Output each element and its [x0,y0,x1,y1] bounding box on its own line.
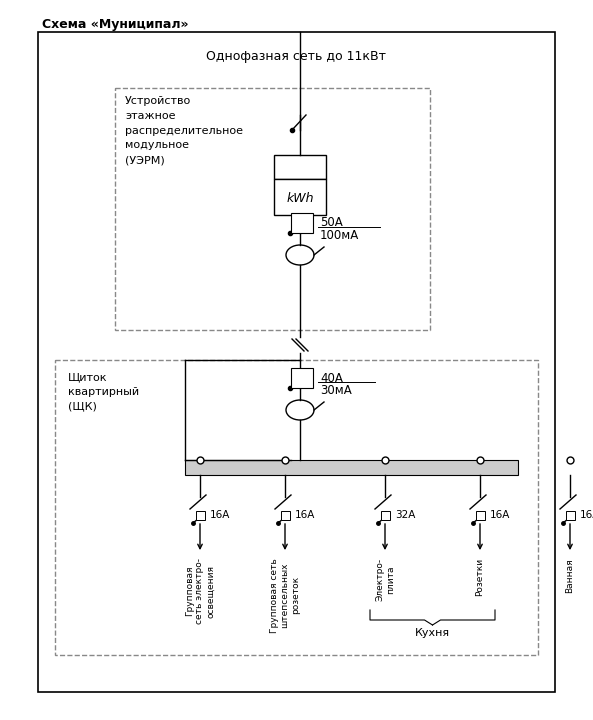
Text: Схема «Муниципал»: Схема «Муниципал» [42,18,189,31]
Bar [381,511,390,520]
Text: 30мА: 30мА [320,384,352,397]
Text: Электро-
плита: Электро- плита [375,558,395,601]
Text: 50А: 50А [320,217,343,230]
Text: 100мА: 100мА [320,229,359,242]
Text: 40А: 40А [320,372,343,384]
Bar [115,88,430,330]
Bar [274,179,326,215]
Bar [291,213,313,233]
Text: 32А: 32А [395,510,415,520]
Text: 16А: 16А [580,510,593,520]
Text: Щиток
квартирный
(ЩК): Щиток квартирный (ЩК) [68,372,139,412]
Text: 16А: 16А [490,510,511,520]
Bar [281,511,290,520]
Text: Групповая
сеть электро-
освещения: Групповая сеть электро- освещения [185,558,215,624]
Bar [196,511,205,520]
Text: kWh: kWh [286,192,314,204]
Bar [38,32,555,692]
Text: Кухня: Кухня [415,628,450,638]
Text: Розетки: Розетки [476,558,484,596]
Text: Ванная: Ванная [566,558,575,593]
Bar [476,511,485,520]
Text: Однофазная сеть до 11кВт: Однофазная сеть до 11кВт [206,50,387,63]
Bar [185,460,518,475]
Bar [291,368,313,388]
Bar [274,155,326,179]
Text: 16А: 16А [210,510,230,520]
Bar [55,360,538,655]
Bar [566,511,575,520]
Text: Групповая сеть
штепсельных
розеток: Групповая сеть штепсельных розеток [270,558,300,633]
Text: 16А: 16А [295,510,315,520]
Text: Устройство
этажное
распределительное
модульное
(УЭРМ): Устройство этажное распределительное мод… [125,96,243,165]
